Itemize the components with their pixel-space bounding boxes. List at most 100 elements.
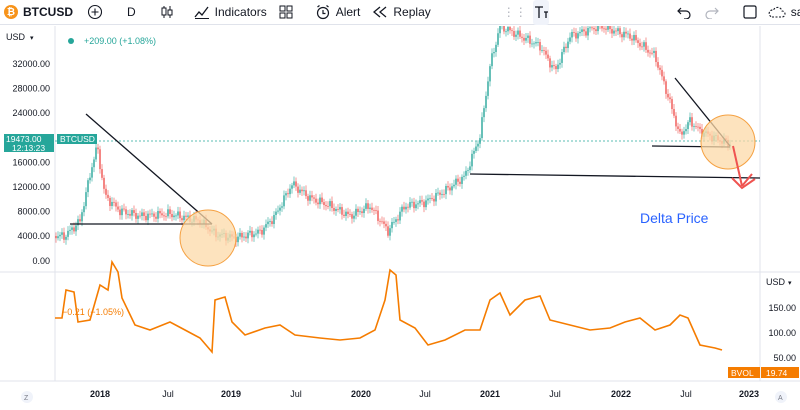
auto-scale-button[interactable] xyxy=(775,391,787,403)
candle-body xyxy=(401,206,403,212)
candle-body xyxy=(701,128,703,137)
candle-body xyxy=(563,46,565,53)
candle-body xyxy=(467,170,469,171)
zoom-button[interactable] xyxy=(21,391,33,403)
candle-body xyxy=(99,149,101,170)
candle-body xyxy=(177,211,179,216)
arrow-shaft-1[interactable] xyxy=(732,145,743,187)
candle-body xyxy=(555,66,557,70)
volume-currency-label[interactable]: USD xyxy=(766,277,786,287)
candle-body xyxy=(379,220,381,222)
trend-line-1[interactable] xyxy=(85,113,213,225)
arrow-head[interactable] xyxy=(731,177,756,190)
candle-body xyxy=(509,26,511,31)
candle-body xyxy=(545,50,547,55)
volume-currency-chevron-icon[interactable]: ▾ xyxy=(788,280,792,287)
highlight-circle-1[interactable] xyxy=(179,209,237,267)
time-tick: Jul xyxy=(419,389,431,399)
candles-icon xyxy=(161,6,173,18)
indicators-label: Indicators xyxy=(214,5,267,19)
candle-body xyxy=(579,31,581,34)
candle-body xyxy=(671,99,673,110)
arrow-shaft-2[interactable] xyxy=(741,173,753,187)
candle-body xyxy=(97,147,99,150)
candle-body xyxy=(527,35,529,38)
chart-area[interactable]: 32000.0028000.0024000.0020000.0016000.00… xyxy=(0,18,800,405)
templates-button[interactable] xyxy=(279,0,293,25)
candle-body xyxy=(601,24,603,29)
candle-body xyxy=(523,37,525,41)
compare-button[interactable] xyxy=(87,0,103,25)
candle-body xyxy=(87,180,89,193)
candle-body xyxy=(293,181,295,186)
price-change-label: +209.00 (+1.08%) xyxy=(68,36,156,46)
bvol-name-tag xyxy=(728,367,760,378)
candle-body xyxy=(635,35,637,41)
candle-body xyxy=(149,213,151,215)
candle-body xyxy=(255,233,257,235)
candle-body xyxy=(683,131,685,135)
candle-body xyxy=(403,206,405,210)
volume-tick: 150.00 xyxy=(768,303,796,313)
interval-button[interactable]: D xyxy=(127,0,136,25)
candle-body xyxy=(513,30,515,37)
candle-body xyxy=(669,97,671,100)
candle-body xyxy=(127,214,129,215)
candle-body xyxy=(387,226,389,236)
highlight-circle-2[interactable] xyxy=(700,114,756,170)
candle-body xyxy=(93,159,95,168)
candle-body xyxy=(433,198,435,202)
candle-body xyxy=(325,205,327,207)
last-price-tag xyxy=(4,134,54,143)
delta-price-annotation[interactable]: Delta Price xyxy=(640,210,709,226)
candle-body xyxy=(169,209,171,214)
top-toolbar: ₿ BTCUSD D Indicators Alert Replay ⋮⋮ xyxy=(0,0,800,25)
candle-body xyxy=(627,33,629,35)
redo-button[interactable] xyxy=(705,0,719,25)
candle-body xyxy=(421,200,423,202)
support-line-3[interactable] xyxy=(469,173,761,179)
candle-body xyxy=(603,28,605,30)
drag-handle-icon[interactable]: ⋮⋮ xyxy=(502,5,527,19)
bvol-name: BVOL xyxy=(731,368,754,378)
replay-label: Replay xyxy=(393,5,431,19)
candle-body xyxy=(261,229,263,235)
candle-body xyxy=(429,197,431,199)
candle-body xyxy=(553,65,555,67)
indicators-button[interactable]: Indicators xyxy=(194,0,267,25)
replay-button[interactable]: Replay xyxy=(372,0,431,25)
price-currency-chevron-icon[interactable]: ▾ xyxy=(30,35,34,42)
candle-body xyxy=(183,215,185,221)
candle-body xyxy=(535,42,537,44)
undo-button[interactable] xyxy=(676,0,691,25)
candle-body xyxy=(661,69,663,77)
candle-body xyxy=(241,232,243,238)
bvol-value: 19.74 xyxy=(766,368,788,378)
candle-body xyxy=(407,206,409,208)
candle-body xyxy=(611,29,613,34)
chart-canvas[interactable]: 32000.0028000.0024000.0020000.0016000.00… xyxy=(0,18,800,405)
layout-button[interactable]: sand xyxy=(767,0,800,25)
candle-body xyxy=(279,207,281,211)
candle-body xyxy=(121,208,123,216)
time-tick: Jul xyxy=(290,389,302,399)
rewind-icon xyxy=(373,6,387,18)
chart-type-button[interactable] xyxy=(160,0,174,25)
candle-body xyxy=(331,201,333,208)
candle-body xyxy=(65,236,67,240)
candle-body xyxy=(171,213,173,218)
text-tool-button[interactable] xyxy=(532,0,549,25)
candle-body xyxy=(425,200,427,208)
candle-body xyxy=(677,126,679,129)
fullscreen-button[interactable] xyxy=(743,0,757,25)
symbol-search[interactable]: ₿ BTCUSD xyxy=(4,0,73,25)
alert-button[interactable]: Alert xyxy=(315,0,360,25)
candle-body xyxy=(393,221,395,223)
candle-body xyxy=(79,219,81,222)
candle-body xyxy=(549,58,551,68)
price-currency-label[interactable]: USD xyxy=(6,32,26,42)
price-tick: 16000.00 xyxy=(12,157,50,167)
time-axis-ticks: 2018 Jul 2019 Jul 2020 Jul 2021 Jul 2022 Jul 2023 xyxy=(90,389,759,399)
candle-body xyxy=(415,204,417,209)
candle-body xyxy=(321,197,323,203)
